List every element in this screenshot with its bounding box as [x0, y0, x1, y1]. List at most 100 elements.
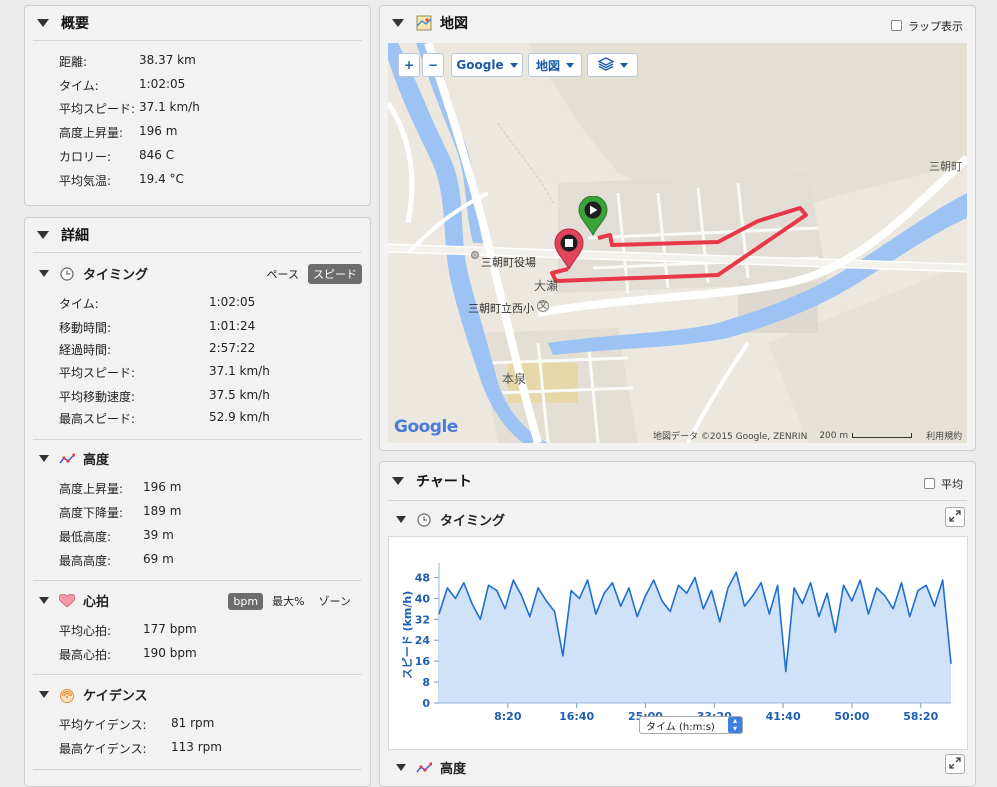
layers-icon — [596, 56, 615, 74]
elevation-chart-title: 高度 — [440, 762, 467, 777]
collapse-triangle-icon[interactable] — [39, 691, 49, 698]
timing-title: タイミング — [83, 268, 149, 283]
row-value: 113 rpm — [171, 740, 222, 754]
row-value: 81 rpm — [171, 716, 215, 730]
speed-area — [439, 572, 951, 703]
zoom-out-button[interactable]: − — [422, 53, 444, 77]
elevation-graph-icon — [59, 451, 75, 467]
summary-row: 距離: 38.37 km — [59, 53, 196, 70]
speed-option[interactable]: スピード — [308, 264, 362, 284]
expand-chart-button[interactable] — [945, 507, 965, 527]
row-label: 高度下降量: — [59, 506, 124, 520]
row-label: 距離: — [59, 55, 88, 69]
y-tick-label: 0 — [422, 697, 430, 710]
details-title: 詳細 — [61, 228, 89, 244]
row-value: 19.4 °C — [139, 172, 184, 186]
row-label: 最高高度: — [59, 554, 112, 568]
heart-row: 平均心拍: 177 bpm — [59, 622, 197, 639]
collapse-triangle-icon[interactable] — [37, 231, 49, 239]
timing-chart-header[interactable]: タイミング — [396, 510, 505, 529]
heart-section-header[interactable]: 心拍 — [39, 591, 109, 610]
bpm-option[interactable]: bpm — [228, 592, 264, 610]
row-value: 1:02:05 — [209, 295, 256, 309]
chart-panel: チャート 平均 タイミング 0 8 16 24 32 40 48 スピード (km/h) 8:2… — [379, 461, 976, 787]
row-value: 38.37 km — [139, 53, 196, 67]
attribution-text: 地図データ ©2015 Google, ZENRIN — [653, 432, 808, 442]
row-value: 177 bpm — [143, 622, 197, 636]
cadence-row: 平均ケイデンス: 81 rpm — [59, 716, 214, 733]
map-attribution: 地図データ ©2015 Google, ZENRIN 200 m 利用規約 — [653, 429, 963, 443]
lap-display-checkbox[interactable]: ラップ表示 — [891, 18, 963, 34]
map-type-dropdown[interactable]: 地図 — [528, 53, 582, 77]
x-tick-label: 41:40 — [766, 710, 801, 723]
average-checkbox[interactable]: 平均 — [924, 476, 963, 492]
expand-icon — [949, 756, 961, 772]
collapse-triangle-icon[interactable] — [396, 516, 406, 523]
elevation-row: 最低高度: 39 m — [59, 528, 174, 545]
heart-unit-toggle: bpm 最大% ゾーン — [224, 591, 356, 611]
x-axis-selector[interactable]: タイム (h:m:s) ▴ ▾ — [639, 716, 743, 734]
collapse-triangle-icon[interactable] — [39, 597, 49, 604]
row-value: 37.5 km/h — [209, 388, 270, 402]
collapse-triangle-icon[interactable] — [39, 270, 49, 277]
elevation-graph-icon — [416, 760, 432, 776]
y-tick-label: 48 — [415, 571, 430, 584]
checkbox-icon[interactable] — [891, 20, 902, 31]
chart-header[interactable]: チャート — [380, 462, 975, 500]
row-value: 2:57:22 — [209, 341, 256, 355]
map-header[interactable]: 地図 — [380, 6, 975, 40]
row-label: 経過時間: — [59, 343, 112, 357]
checkbox-icon[interactable] — [924, 478, 935, 489]
collapse-triangle-icon[interactable] — [396, 764, 406, 771]
select-arrows-icon: ▴ ▾ — [728, 717, 742, 733]
row-label: タイム: — [59, 297, 99, 311]
elevation-section-header[interactable]: 高度 — [39, 449, 109, 468]
maxpct-option[interactable]: 最大% — [272, 595, 305, 608]
row-value: 39 m — [143, 528, 174, 542]
map-provider-dropdown[interactable]: Google — [451, 53, 523, 77]
school-icon: 文 — [537, 300, 549, 312]
expand-chart-button[interactable] — [945, 754, 965, 774]
elevation-row: 高度下降量: 189 m — [59, 504, 181, 521]
y-axis-label: スピード (km/h) — [401, 591, 414, 680]
map-layers-dropdown[interactable] — [587, 53, 638, 77]
lap-display-label: ラップ表示 — [908, 20, 963, 33]
cadence-section-header[interactable]: ケイデンス — [39, 685, 147, 704]
row-label: 高度上昇量: — [59, 126, 124, 140]
timing-section-header[interactable]: タイミング — [39, 264, 148, 283]
start-marker-icon[interactable] — [578, 195, 608, 237]
summary-header[interactable]: 概要 — [25, 6, 370, 40]
terms-link[interactable]: 利用規約 — [926, 432, 963, 442]
x-tick-label: 16:40 — [559, 710, 594, 723]
row-label: 移動時間: — [59, 321, 112, 335]
row-label: 最高ケイデンス: — [59, 742, 147, 756]
chevron-down-icon — [566, 62, 574, 68]
map-canvas[interactable]: 三朝町役場 大瀬 三朝町立西小 文 本泉 三朝町 + − Google 地図 G… — [388, 43, 967, 443]
zoom-in-button[interactable]: + — [398, 53, 420, 77]
collapse-triangle-icon[interactable] — [392, 477, 404, 485]
heart-row: 最高心拍: 190 bpm — [59, 646, 197, 663]
pace-option[interactable]: ペース — [266, 268, 299, 281]
collapse-triangle-icon[interactable] — [392, 19, 404, 27]
summary-row: 平均スピード: 37.1 km/h — [59, 100, 200, 117]
place-label-oose: 大瀬 — [534, 279, 559, 293]
elevation-chart-header[interactable]: 高度 — [396, 758, 466, 777]
row-value: 846 C — [139, 148, 175, 162]
details-header[interactable]: 詳細 — [25, 218, 370, 252]
x-tick-label: 50:00 — [834, 710, 869, 723]
clock-icon — [416, 512, 432, 528]
x-axis-selector-label: タイム (h:m:s) — [646, 721, 715, 733]
row-label: 平均心拍: — [59, 624, 112, 638]
average-label: 平均 — [941, 478, 963, 491]
divider — [33, 674, 362, 675]
row-label: カロリー: — [59, 150, 112, 164]
row-label: 最低高度: — [59, 530, 112, 544]
row-label: タイム: — [59, 79, 99, 93]
zone-option[interactable]: ゾーン — [318, 595, 351, 608]
collapse-triangle-icon[interactable] — [39, 455, 49, 462]
row-label: 最高心拍: — [59, 648, 112, 662]
finish-marker-icon[interactable] — [554, 228, 584, 271]
collapse-triangle-icon[interactable] — [37, 19, 49, 27]
expand-icon — [949, 509, 961, 525]
